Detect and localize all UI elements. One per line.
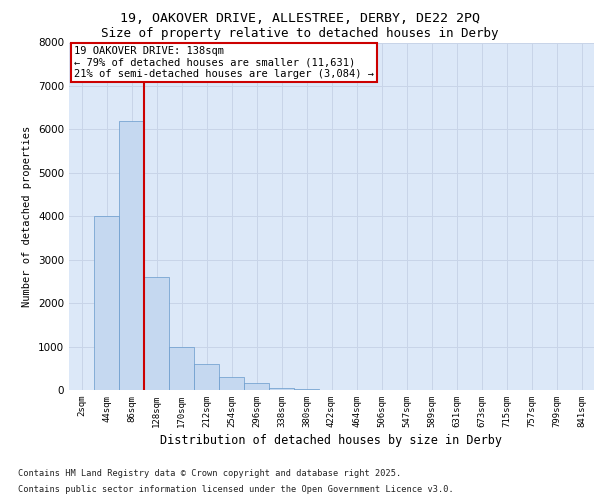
Text: 19, OAKOVER DRIVE, ALLESTREE, DERBY, DE22 2PQ: 19, OAKOVER DRIVE, ALLESTREE, DERBY, DE2… [120,12,480,26]
Text: Contains public sector information licensed under the Open Government Licence v3: Contains public sector information licen… [18,485,454,494]
Bar [144,277,169,390]
Bar [169,346,194,390]
Text: Size of property relative to detached houses in Derby: Size of property relative to detached ho… [101,28,499,40]
Bar [294,388,319,390]
Text: Contains HM Land Registry data © Crown copyright and database right 2025.: Contains HM Land Registry data © Crown c… [18,468,401,477]
Bar [94,216,119,390]
Y-axis label: Number of detached properties: Number of detached properties [22,126,32,307]
X-axis label: Distribution of detached houses by size in Derby: Distribution of detached houses by size … [161,434,503,447]
Bar [269,388,294,390]
Text: 19 OAKOVER DRIVE: 138sqm
← 79% of detached houses are smaller (11,631)
21% of se: 19 OAKOVER DRIVE: 138sqm ← 79% of detach… [74,46,374,79]
Bar [219,377,244,390]
Bar [244,384,269,390]
Bar [194,364,219,390]
Bar [119,120,144,390]
